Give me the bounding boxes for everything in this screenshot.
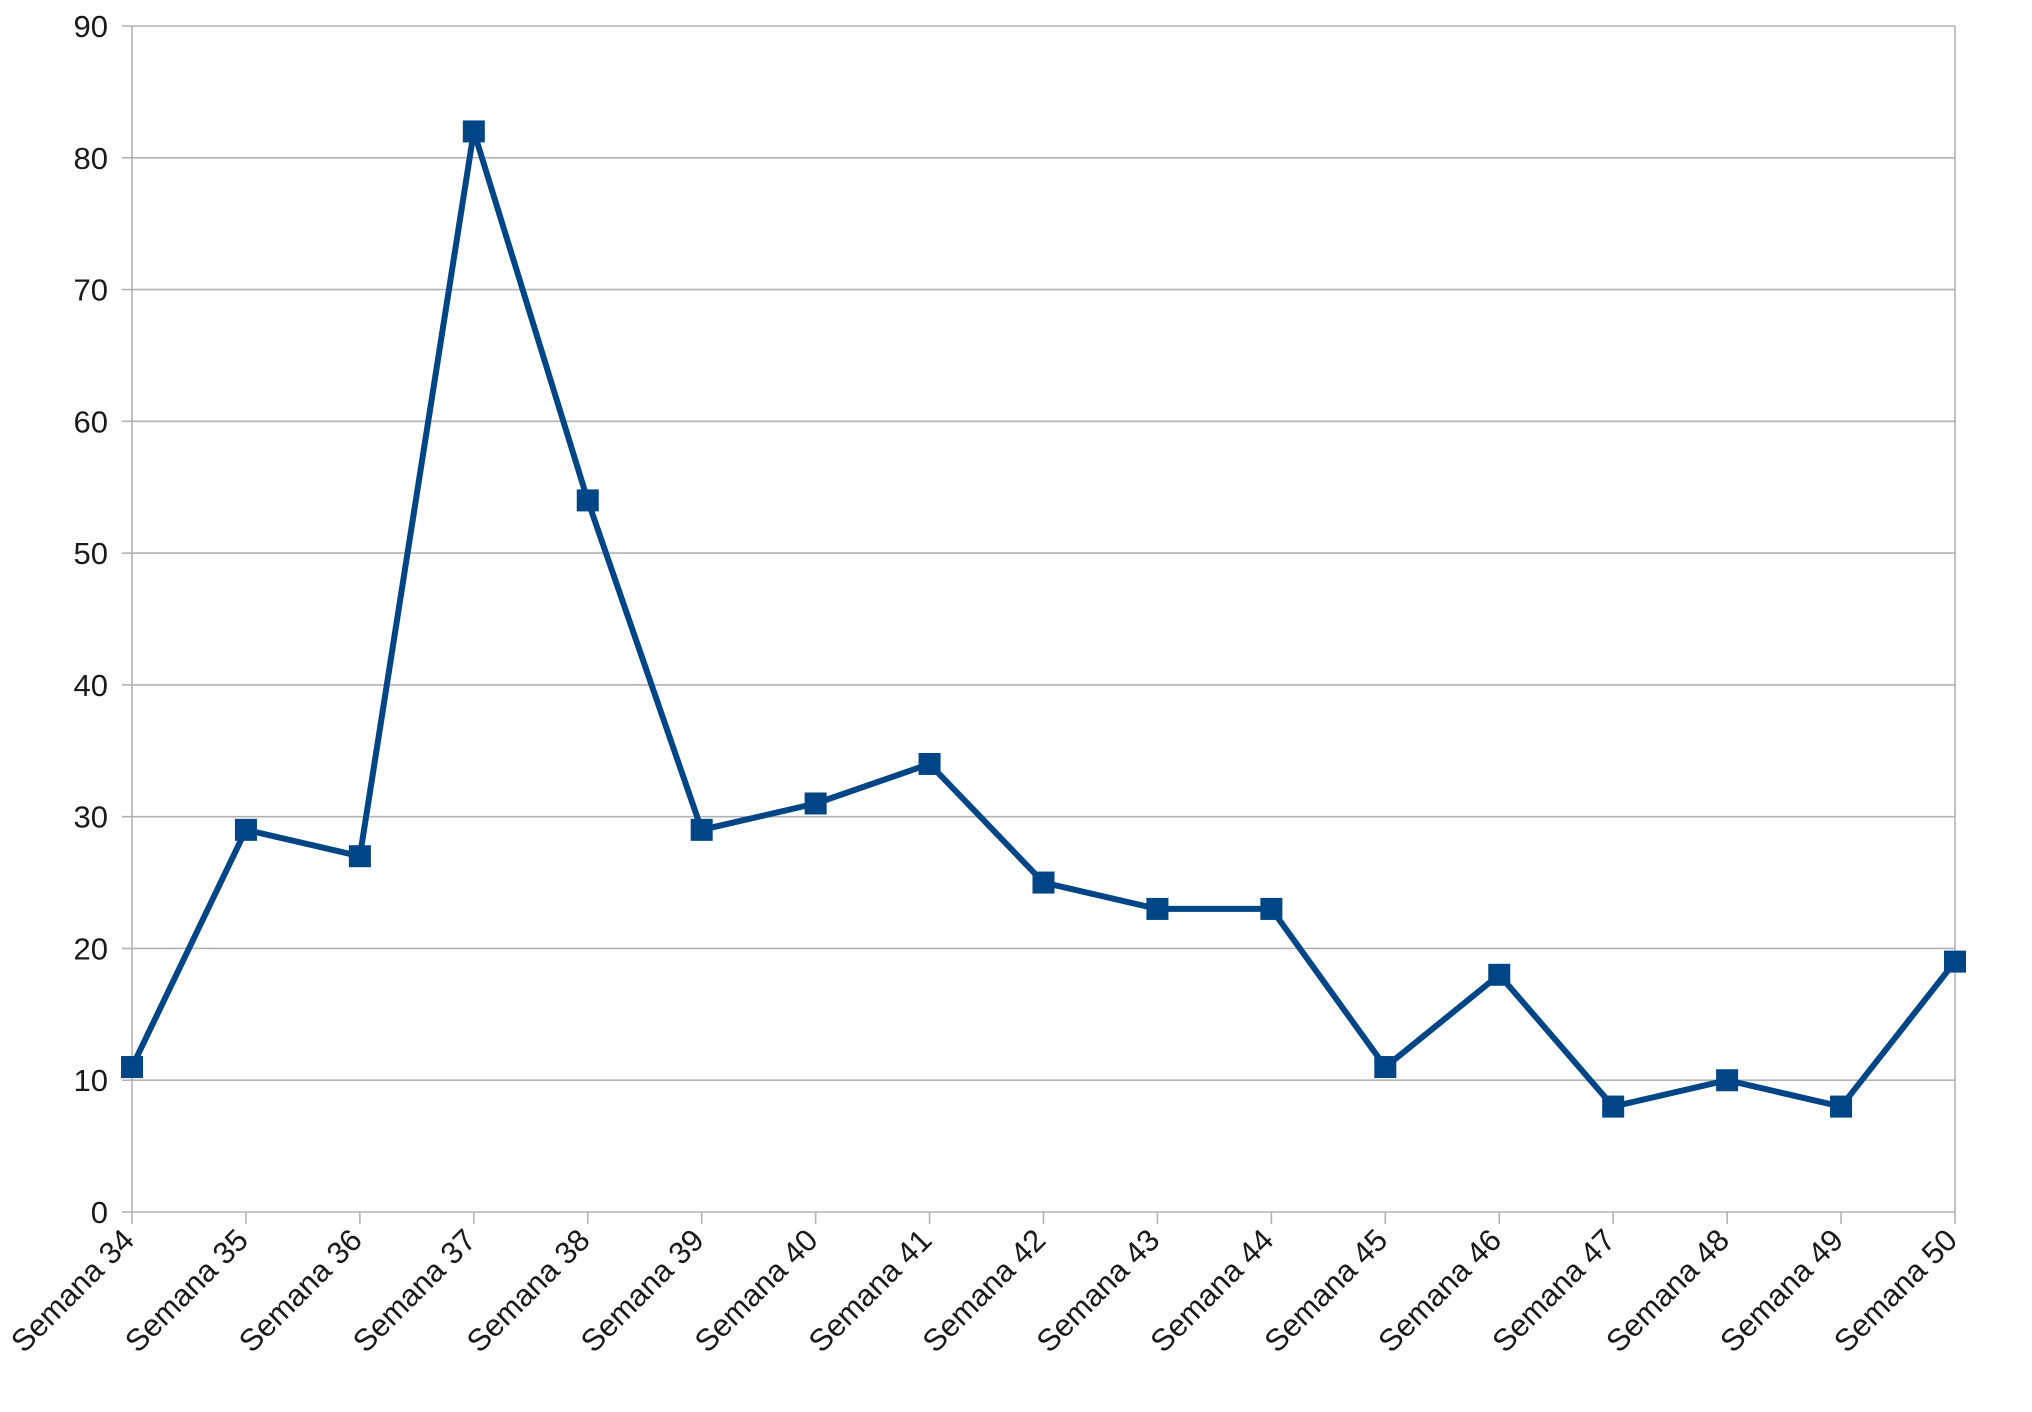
data-point-semana-48 [1716,1069,1739,1092]
y-tick-label: 80 [74,141,108,176]
data-point-semana-50 [1944,950,1966,973]
y-tick-label: 70 [74,273,108,308]
y-axis-tick-labels: 0 10 20 30 40 50 60 70 80 90 [74,9,108,1230]
y-tick-label: 40 [74,668,108,703]
x-tick-label: Semana 38 [460,1222,597,1359]
x-tick-label: Semana 37 [346,1222,483,1359]
x-tick-label: Semana 40 [688,1222,825,1359]
data-point-semana-41 [918,752,941,775]
x-tick-label: Semana 36 [232,1222,369,1359]
x-tick-label: Semana 39 [574,1222,711,1359]
x-tick-label: Semana 47 [1485,1222,1622,1359]
series-line [129,128,1958,1110]
data-point-semana-36 [348,845,371,868]
data-point-semana-46 [1488,963,1511,986]
x-tick-label: Semana 50 [1827,1222,1964,1359]
data-point-semana-44 [1260,897,1283,920]
x-tick-label: Semana 45 [1257,1222,1394,1359]
data-point-semana-34 [121,1056,143,1079]
data-point-semana-49 [1830,1095,1853,1118]
y-tick-label: 30 [74,800,108,835]
data-point-semana-43 [1146,897,1169,920]
x-tick-label: Semana 46 [1371,1222,1508,1359]
x-tick-label: Semana 48 [1599,1222,1736,1359]
y-tick-label: 0 [91,1195,108,1230]
y-tick-label: 60 [74,404,108,439]
y-tick-label: 20 [74,931,108,966]
gridlines [132,25,1955,1082]
data-point-semana-37 [462,120,485,143]
x-tick-label: Semana 44 [1143,1222,1280,1359]
data-point-semana-47 [1602,1095,1625,1118]
x-tick-label: Semana 42 [916,1222,1053,1359]
x-tick-label: Semana 43 [1030,1222,1167,1359]
y-tick-label: 50 [74,536,108,571]
y-tick-label: 10 [74,1063,108,1098]
x-tick-label: Semana 35 [118,1222,255,1359]
data-point-semana-35 [234,818,257,841]
y-tick-label: 90 [74,9,108,44]
data-point-semana-45 [1374,1056,1397,1079]
data-point-semana-38 [576,489,599,512]
data-point-semana-42 [1032,871,1055,894]
x-tick-label: Semana 34 [4,1222,141,1359]
data-series [121,120,1966,1118]
x-tick-label: Semana 41 [802,1222,939,1359]
data-point-semana-39 [690,818,713,841]
data-point-semana-40 [804,792,827,815]
x-tick-label: Semana 49 [1713,1222,1850,1359]
axes [122,25,1956,1224]
